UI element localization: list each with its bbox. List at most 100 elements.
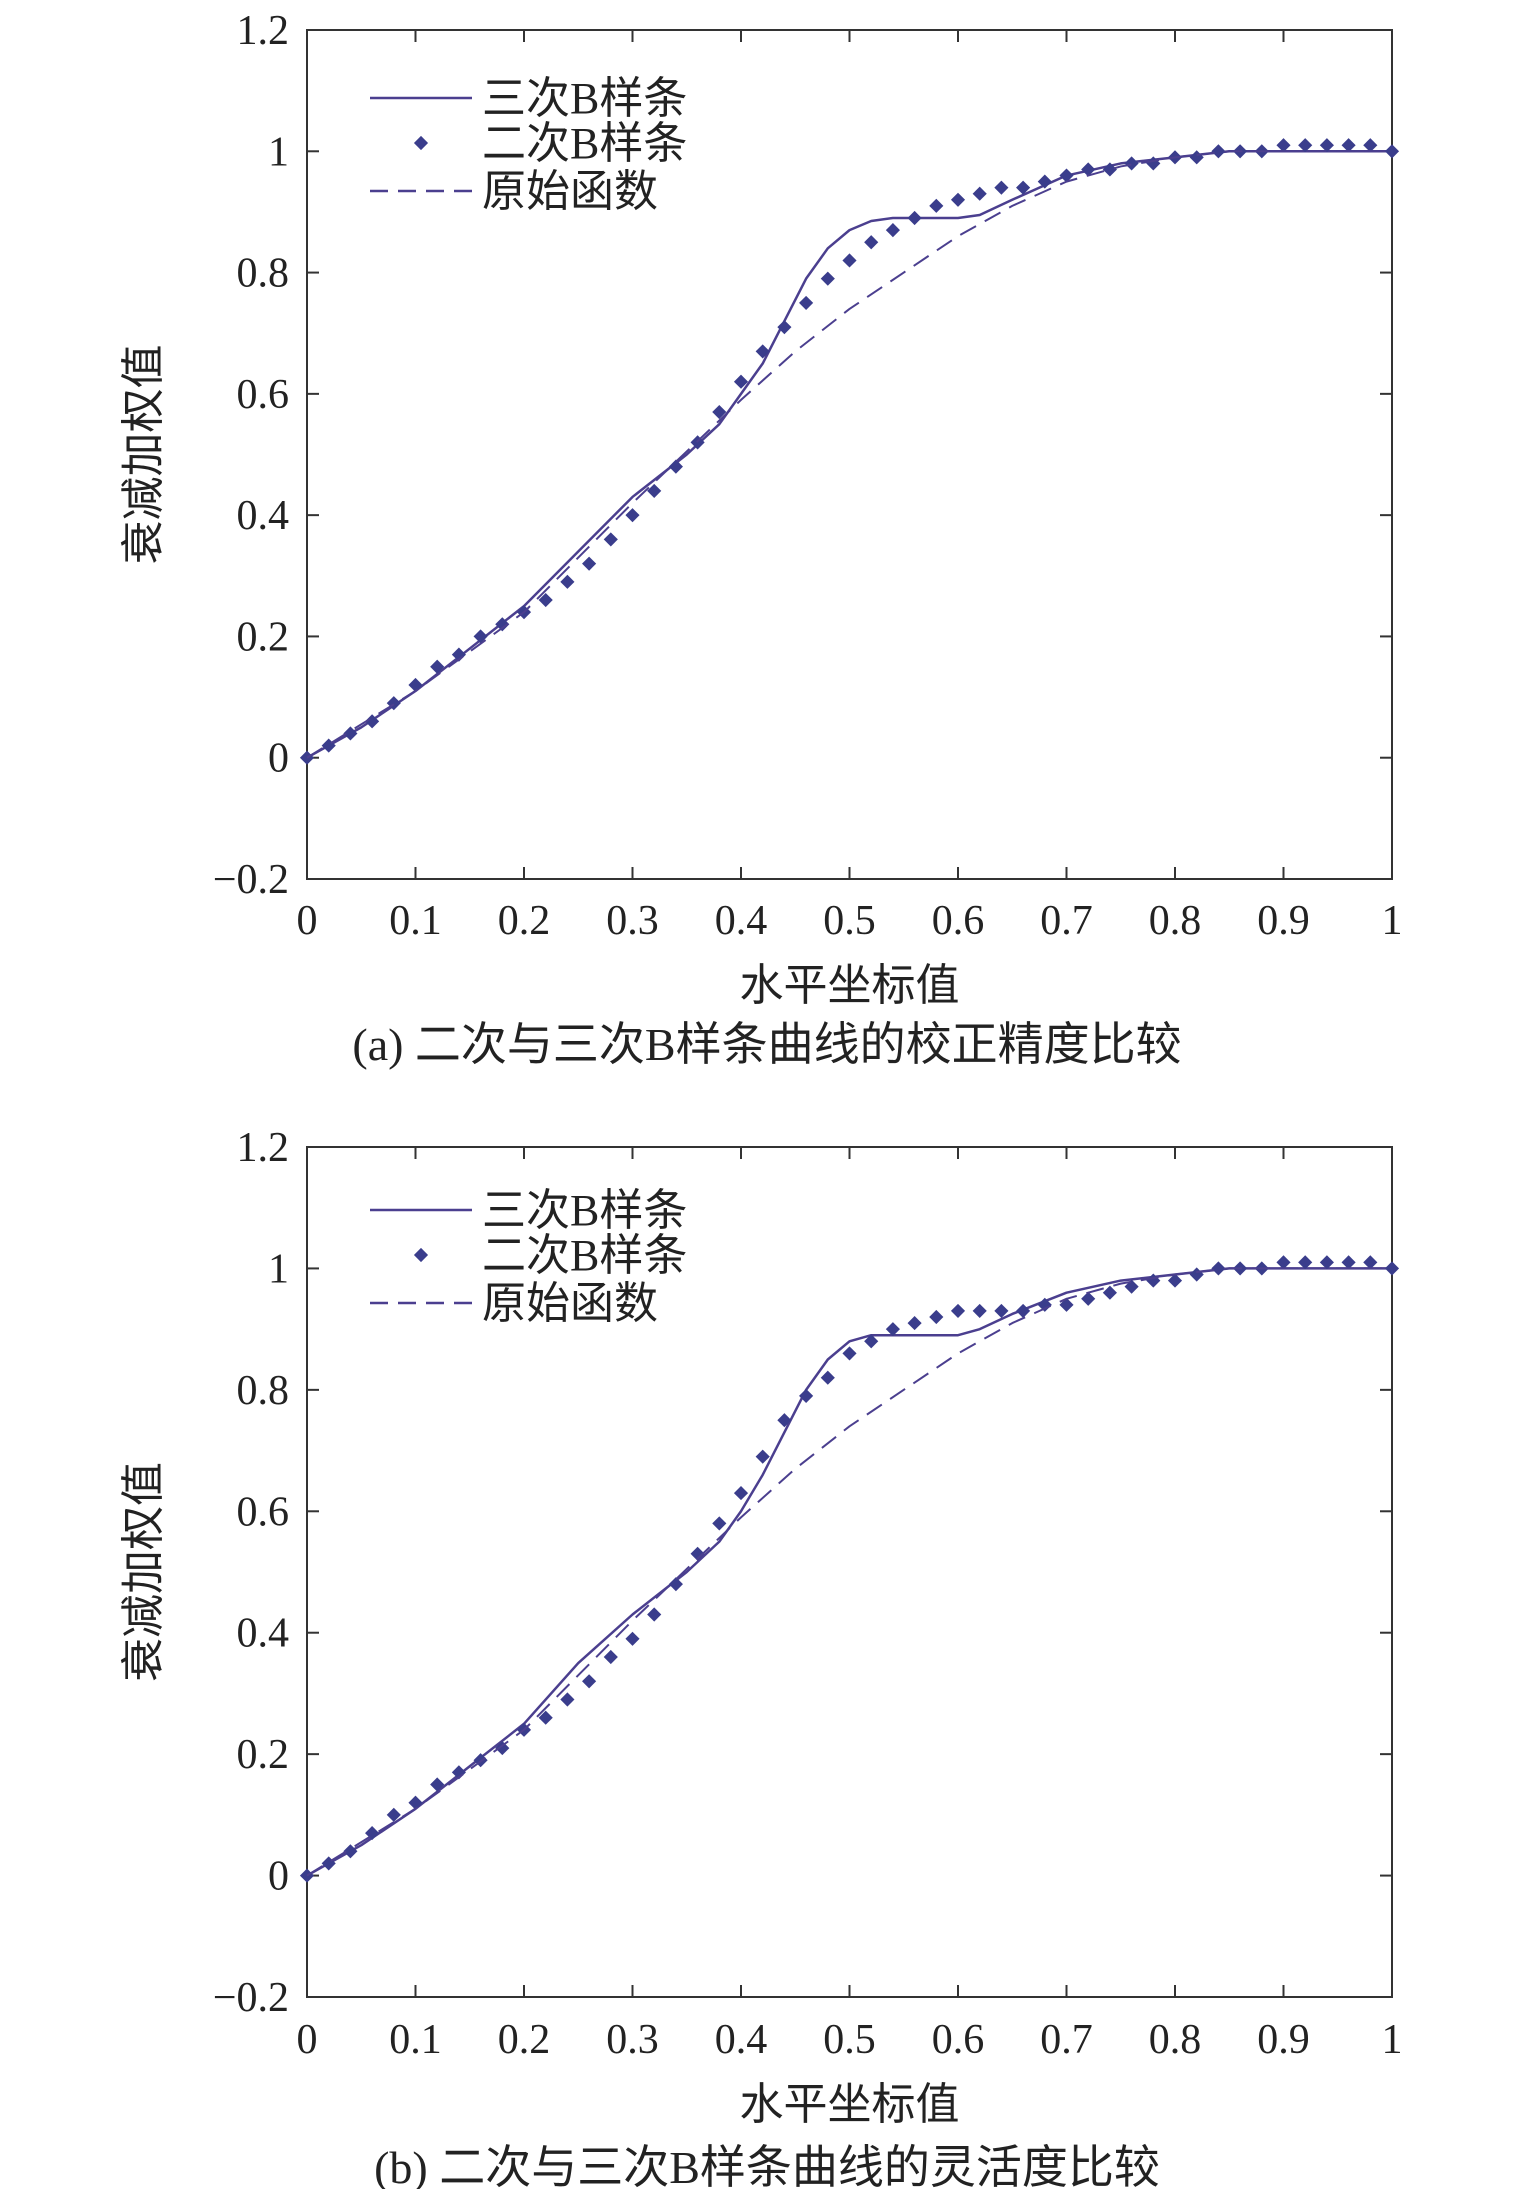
x-tick-label: 0.9	[1257, 898, 1310, 944]
x-tick-label: 0.1	[389, 898, 442, 944]
series-dot	[625, 508, 640, 523]
series-dot	[929, 1309, 944, 1325]
legend-marker-dot	[413, 135, 429, 151]
legend-label: 原始函数	[482, 1279, 658, 1328]
x-tick-label: 1	[1382, 2017, 1403, 2063]
series-dot	[365, 714, 380, 729]
series-dot	[1341, 1255, 1356, 1270]
series-dot	[495, 1741, 510, 1756]
series-dot	[777, 320, 792, 335]
x-tick-label: 0.8	[1149, 2017, 1202, 2063]
series-dot	[712, 1516, 727, 1531]
series-dot	[1016, 180, 1031, 195]
series-dot	[603, 1649, 618, 1665]
series-dot	[1102, 1285, 1117, 1300]
series-line-cubic	[306, 150, 1392, 759]
y-tick-label: 0.2	[237, 614, 290, 660]
series-dot	[603, 532, 618, 547]
series-dot	[647, 1607, 662, 1622]
series-dot	[1276, 1255, 1291, 1270]
x-tick-label: 0.1	[389, 2017, 442, 2063]
series-dot	[668, 459, 683, 474]
series-dot	[1037, 1297, 1052, 1312]
series-line-original	[306, 150, 1392, 759]
x-tick-label: 0.4	[715, 2017, 768, 2063]
series-dot	[907, 210, 922, 226]
series-dot	[1059, 168, 1074, 183]
series-dot	[755, 1449, 770, 1464]
series-dot	[994, 180, 1009, 195]
x-tick-label: 0.9	[1257, 2017, 1310, 2063]
x-tick-label: 0.3	[606, 898, 659, 944]
series-dot	[1211, 144, 1226, 159]
series-dot	[950, 1303, 966, 1318]
series-dot	[582, 1674, 597, 1689]
y-axis-label: 衰减加权值	[119, 345, 168, 565]
series-dot	[647, 483, 662, 498]
series-dot	[538, 1710, 553, 1725]
series-dot	[343, 726, 358, 741]
x-tick-label: 0.6	[932, 898, 985, 944]
y-tick-label: 1.2	[237, 1125, 290, 1171]
y-tick-label: 1	[268, 1246, 289, 1292]
legend-label: 二次B样条	[482, 1231, 687, 1280]
series-dot	[842, 253, 857, 268]
x-tick-label: 0.6	[932, 2017, 985, 2063]
legend-marker-dot	[413, 1247, 429, 1263]
series-dot	[972, 1303, 987, 1318]
series-dot	[495, 617, 510, 632]
legend-label: 三次B样条	[482, 1186, 687, 1235]
y-tick-label: 0	[268, 736, 289, 782]
series-dot	[1276, 138, 1291, 153]
series-dot	[842, 1346, 857, 1361]
series-dot	[733, 1486, 749, 1501]
y-tick-label: 0.8	[237, 251, 290, 297]
series-dot	[994, 1303, 1009, 1318]
series-dot	[712, 404, 727, 420]
x-tick-label: 0.7	[1040, 898, 1093, 944]
series-dot	[1081, 1291, 1096, 1306]
series-dot	[430, 1777, 445, 1792]
series-dot	[582, 556, 597, 571]
series-dot	[560, 574, 575, 589]
x-tick-label: 0.4	[715, 898, 768, 944]
y-tick-label: −0.2	[213, 857, 289, 903]
x-axis-label: 水平坐标值	[740, 961, 960, 1010]
series-dot	[950, 192, 966, 207]
y-tick-label: 0.6	[237, 1489, 290, 1535]
series-dot	[451, 647, 466, 662]
series-dot	[1211, 1261, 1226, 1276]
chart-caption: (b) 二次与三次B样条曲线的灵活度比较	[374, 2142, 1160, 2189]
series-dot	[864, 235, 879, 250]
series-dot	[1167, 1273, 1183, 1288]
y-tick-label: 0.4	[237, 1611, 290, 1657]
chart-caption: (a) 二次与三次B样条曲线的校正精度比较	[352, 1019, 1181, 1070]
series-dot	[1189, 1267, 1204, 1282]
y-tick-label: 0.4	[237, 493, 290, 539]
series-dot	[1189, 150, 1204, 165]
series-line-original	[306, 1267, 1392, 1877]
plot-frame	[306, 29, 1393, 880]
series-dot	[929, 198, 944, 213]
legend-label: 原始函数	[482, 167, 658, 216]
y-tick-label: 0.6	[237, 372, 290, 418]
series-dot	[1363, 1255, 1378, 1270]
series-dot	[972, 186, 987, 201]
x-tick-label: 0	[297, 2017, 318, 2063]
series-dot	[799, 1388, 814, 1403]
series-dot	[473, 629, 488, 644]
legend-label: 三次B样条	[482, 74, 687, 123]
x-axis-label: 水平坐标值	[740, 2080, 960, 2129]
series-dot	[1341, 138, 1356, 153]
chart-a: 0 0.1 0.2 0.3 0.4 0.5 0.6 0.7 0.8 0.9 1−0.200.20.4…	[119, 8, 1403, 1070]
series-dot	[1298, 1255, 1313, 1270]
chart-panel-b: 0 0.1 0.2 0.3 0.4 0.5 0.6 0.7 0.8 0.9 1 −0.2 0 0.2 0.4…	[0, 1105, 1535, 2193]
series-dot	[755, 344, 770, 359]
series-dot	[1081, 162, 1096, 177]
series-dot	[1124, 156, 1139, 171]
series-dot	[885, 1322, 900, 1337]
series-dot	[1319, 138, 1334, 153]
legend-label: 二次B样条	[482, 119, 687, 168]
series-dot	[1102, 162, 1117, 177]
series-dot	[538, 592, 553, 608]
